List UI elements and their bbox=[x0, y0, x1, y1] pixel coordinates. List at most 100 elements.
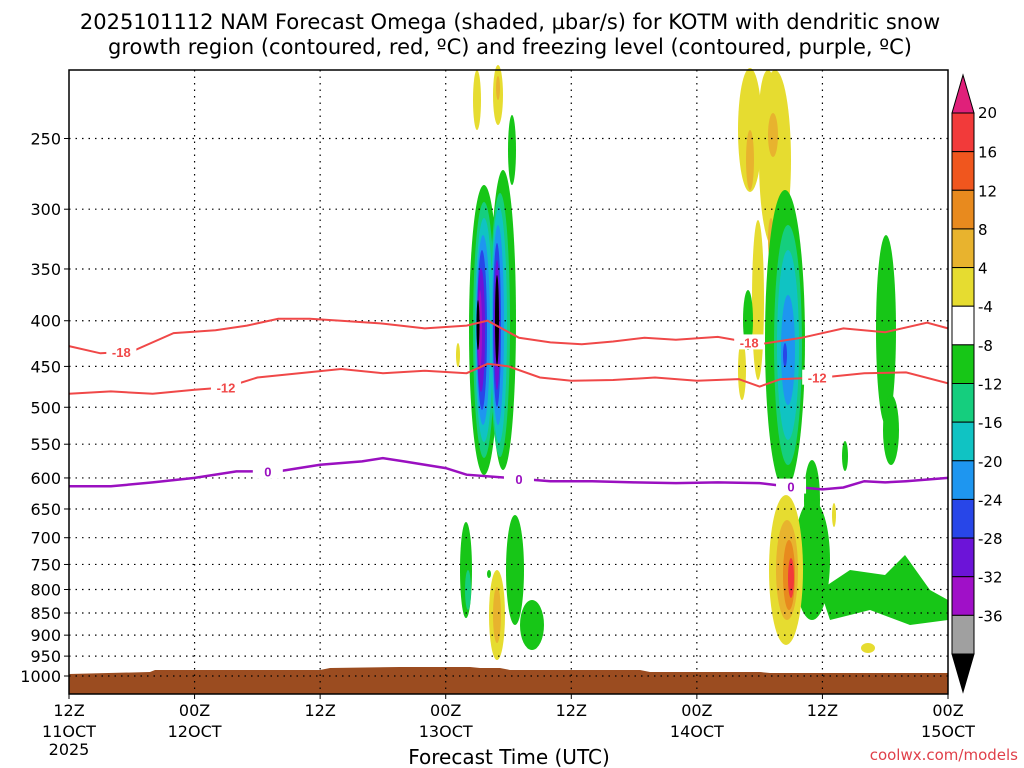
plot-frame bbox=[68, 69, 949, 695]
contour-label-bg bbox=[210, 379, 241, 395]
contour-label: 0 bbox=[787, 480, 794, 495]
y-tick-label: 600 bbox=[30, 469, 61, 488]
colorbar-tick-label: -28 bbox=[978, 530, 1003, 548]
y-tick-label: 500 bbox=[30, 398, 61, 417]
x-tick-label: 00Z bbox=[932, 701, 963, 720]
contour-label: -18 bbox=[740, 335, 759, 350]
omega-positive-small bbox=[861, 643, 875, 653]
omega-positive-core bbox=[496, 76, 500, 100]
omega-positive-streak bbox=[752, 220, 764, 380]
x-tick-label: 12Z bbox=[53, 701, 84, 720]
colorbar-segment bbox=[951, 383, 975, 423]
colorbar-segment bbox=[951, 614, 975, 655]
colorbar-tick-label: -16 bbox=[978, 414, 1003, 432]
contour-label-bg bbox=[734, 334, 765, 350]
contour-label-bg bbox=[106, 344, 137, 360]
contour-label: 0 bbox=[264, 464, 271, 479]
omega-ascent-ring bbox=[781, 295, 795, 405]
x-tick-label: 12Z bbox=[807, 701, 838, 720]
omega-positive-low bbox=[493, 587, 501, 643]
contour-label-bg bbox=[503, 470, 534, 486]
y-tick-label: 800 bbox=[30, 580, 61, 599]
chart-title-line2: growth region (contoured, red, ºC) and f… bbox=[108, 35, 912, 59]
omega-positive-core bbox=[768, 113, 778, 157]
colorbar-tick-label: 16 bbox=[978, 144, 997, 162]
x-tick-label: 14OCT bbox=[670, 722, 724, 741]
colorbar-segment bbox=[951, 537, 975, 578]
y-tick-label: 1000 bbox=[20, 667, 61, 686]
colorbar-segment bbox=[951, 576, 975, 616]
omega-ascent-core bbox=[783, 343, 787, 367]
x-tick-label: 00Z bbox=[681, 701, 712, 720]
x-tick-label: 12Z bbox=[304, 701, 335, 720]
omega-ascent-low bbox=[487, 570, 491, 578]
y-tick-label: 850 bbox=[30, 604, 61, 623]
chart-title-line1: 2025101112 NAM Forecast Omega (shaded, µ… bbox=[80, 10, 940, 34]
colorbar-bottom-arrow bbox=[951, 653, 975, 694]
y-tick-label: 750 bbox=[30, 555, 61, 574]
y-tick-label: 350 bbox=[30, 260, 61, 279]
x-axis-label: Forecast Time (UTC) bbox=[408, 745, 610, 768]
contour-minus18 bbox=[68, 317, 949, 355]
y-tick-label: 300 bbox=[30, 200, 61, 219]
colorbar-segment bbox=[951, 228, 975, 269]
colorbar-tick-label: -20 bbox=[978, 453, 1003, 471]
omega-ascent-outer bbox=[876, 235, 896, 425]
x-tick-label: 00Z bbox=[430, 701, 461, 720]
omega-shaded-regions bbox=[456, 65, 948, 660]
colorbar-tick-label: 20 bbox=[978, 104, 997, 122]
colorbar-segment bbox=[951, 267, 975, 307]
colorbar-segment bbox=[951, 460, 975, 500]
colorbar-segment bbox=[951, 344, 975, 385]
omega-positive-streak bbox=[473, 70, 481, 130]
contour-labels: -18 -18 -12 -12 0 0 0 bbox=[106, 334, 833, 495]
omega-ascent-low bbox=[820, 555, 948, 625]
colorbar: 20 16 12 8 4 -4 -8 -12 -16 -20 -24 -28 -32 -36 bbox=[951, 73, 1003, 694]
y-tick-label: 700 bbox=[30, 529, 61, 548]
contour-label: -12 bbox=[808, 371, 827, 386]
omega-ascent-outer bbox=[508, 115, 516, 185]
y-tick-label: 650 bbox=[30, 500, 61, 519]
y-axis-ticks: 250 300 350 400 450 500 550 600 650 700 750 800 850 9… bbox=[20, 130, 69, 686]
colorbar-tick-label: -32 bbox=[978, 569, 1003, 587]
colorbar-tick-label: 8 bbox=[978, 221, 988, 239]
colorbar-tick-label: -8 bbox=[978, 337, 993, 355]
x-tick-label: 12Z bbox=[556, 701, 587, 720]
contour-label: -18 bbox=[112, 345, 131, 360]
contour-label-bg bbox=[802, 369, 833, 385]
contour-label: 0 bbox=[515, 472, 522, 487]
contour-freezing-level bbox=[69, 456, 949, 491]
colorbar-tick-label: -24 bbox=[978, 491, 1003, 509]
grid-lines bbox=[69, 70, 948, 694]
contour-label: -12 bbox=[217, 380, 236, 395]
terrain-surface bbox=[69, 667, 948, 694]
omega-positive-streak bbox=[738, 340, 746, 400]
omega-ascent-core bbox=[476, 300, 480, 350]
y-tick-label: 950 bbox=[30, 647, 61, 666]
omega-positive-small bbox=[832, 503, 836, 527]
omega-ascent-low bbox=[506, 515, 524, 625]
omega-positive-streak bbox=[456, 343, 460, 367]
y-tick-label: 450 bbox=[30, 357, 61, 376]
contour-label-bg bbox=[252, 463, 283, 479]
x-tick-label: 2025 bbox=[49, 740, 90, 759]
x-tick-label: 13OCT bbox=[419, 722, 473, 741]
y-tick-label: 250 bbox=[30, 130, 61, 149]
contour-label-bg bbox=[776, 478, 807, 494]
x-tick-label: 11OCT bbox=[42, 722, 96, 741]
omega-ascent-core bbox=[495, 275, 499, 365]
colorbar-segment bbox=[951, 305, 975, 346]
colorbar-tick-label: 12 bbox=[978, 182, 997, 200]
colorbar-segment bbox=[951, 421, 975, 462]
colorbar-tick-label: -4 bbox=[978, 298, 993, 316]
omega-ascent-low bbox=[465, 570, 471, 610]
omega-ascent-low bbox=[520, 600, 544, 650]
colorbar-tick-label: 4 bbox=[978, 260, 988, 278]
omega-positive-core bbox=[746, 130, 754, 190]
colorbar-segment bbox=[951, 151, 975, 191]
x-tick-label: 12OCT bbox=[168, 722, 222, 741]
colorbar-segment bbox=[951, 112, 975, 153]
omega-ascent-small bbox=[842, 441, 848, 471]
